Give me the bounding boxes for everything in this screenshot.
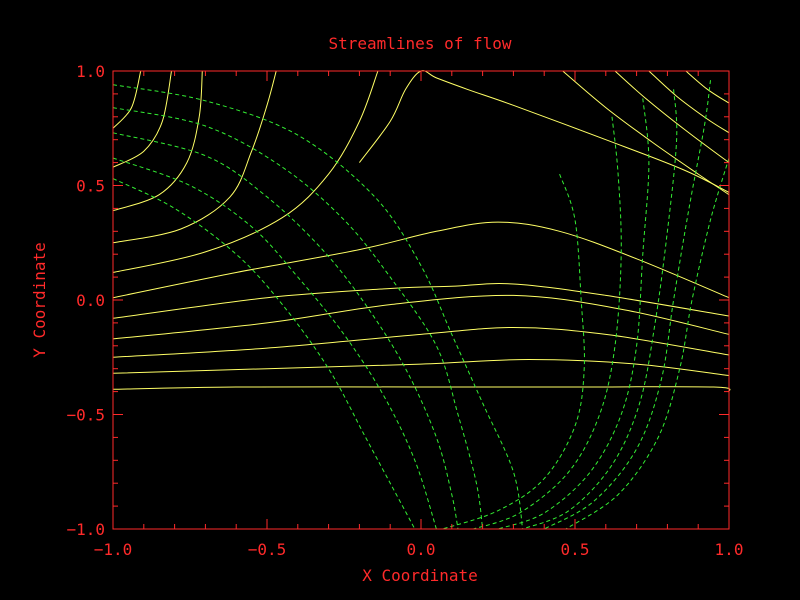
streamline-11: [358, 70, 730, 193]
y-tick-label: 0.5: [76, 177, 105, 196]
streamline-1: [112, 358, 730, 377]
dashed-line-17: [112, 107, 484, 530]
streamline-8: [112, 70, 203, 212]
streamline-2: [112, 326, 730, 358]
dashed-line-26: [565, 157, 730, 530]
dashed-line-19: [112, 157, 437, 530]
streamline-4: [112, 283, 730, 319]
ticks-layer: [112, 70, 730, 530]
x-tick-label: 1.0: [715, 540, 744, 559]
dashed-line-18: [112, 132, 459, 530]
streamline-14: [648, 70, 730, 134]
streamline-10: [112, 70, 142, 129]
dashed-line-23: [497, 98, 650, 530]
streamline-5: [112, 221, 730, 299]
streamline-9: [112, 70, 172, 168]
dashed-line-16: [112, 84, 524, 530]
y-axis-label: Y Coordinate: [30, 242, 49, 358]
x-tick-label: 0.0: [407, 540, 436, 559]
chart-title: Streamlines of flow: [328, 34, 511, 53]
streamline-6: [112, 70, 379, 273]
y-tick-label: 1.0: [76, 62, 105, 81]
streamline-12: [562, 70, 730, 196]
dashed-line-20: [112, 178, 416, 530]
streamline-7: [112, 70, 277, 244]
x-axis-label: X Coordinate: [362, 566, 478, 585]
tick-labels-layer: −1.0 −0.5 0.0 0.5 1.0 −1.0 −0.5 0.0 0.5 1.0: [66, 62, 743, 559]
dashed-line-24: [522, 89, 678, 530]
x-tick-label: 0.5: [561, 540, 590, 559]
x-tick-label: −1.0: [94, 540, 133, 559]
x-tick-label: −0.5: [248, 540, 287, 559]
streamline-0: [112, 386, 731, 393]
dashed-line-22: [473, 116, 622, 530]
dashed-line-21: [442, 173, 585, 530]
streamline-15: [685, 70, 730, 104]
y-tick-label: 0.0: [76, 291, 105, 310]
streamline-13: [614, 70, 730, 164]
y-tick-label: −0.5: [66, 406, 105, 425]
y-tick-label: −1.0: [66, 520, 105, 539]
series-layer: [112, 70, 731, 530]
streamline-3: [112, 294, 730, 340]
